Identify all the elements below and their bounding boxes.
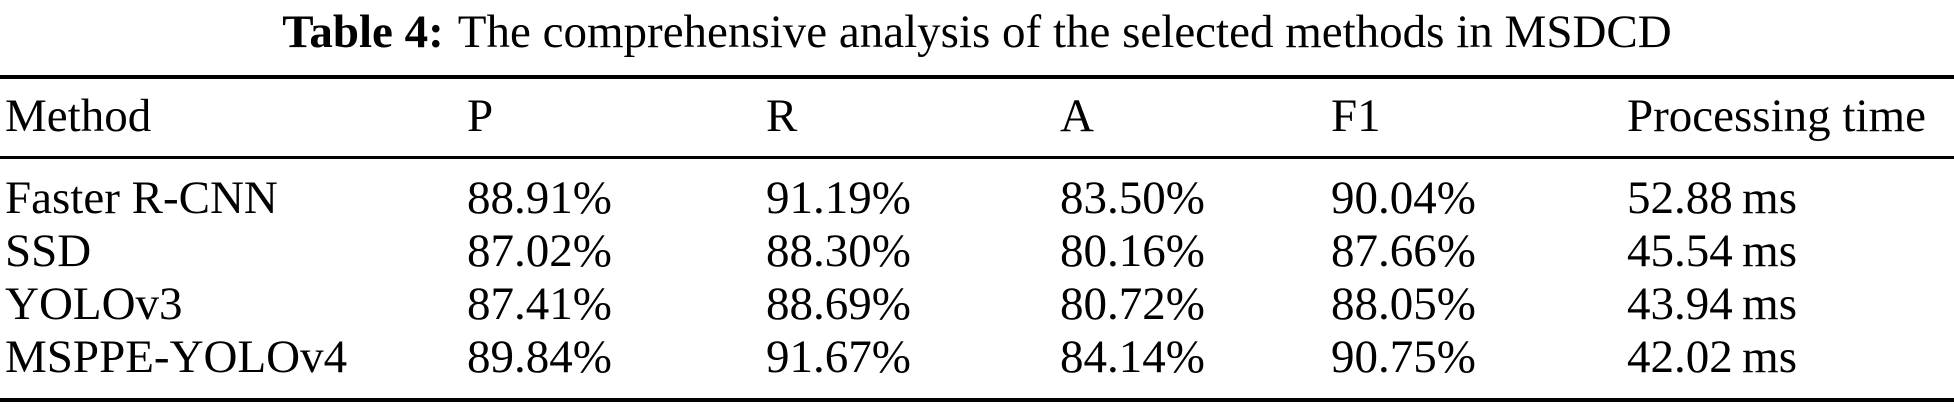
header-row: Method P R A F1 Processing time xyxy=(0,77,1954,159)
cell-precision: 87.02% xyxy=(467,225,612,277)
table-row: Faster R-CNN 88.91% 91.19% 83.50% 90.04%… xyxy=(0,158,1954,226)
cell-accuracy: 80.16% xyxy=(1060,225,1205,277)
cell-method: MSPPE-YOLOv4 xyxy=(5,331,348,383)
cell-f1: 88.05% xyxy=(1331,278,1476,330)
table-caption-label: Table 4: xyxy=(282,6,444,58)
cell-precision: 87.41% xyxy=(467,278,612,330)
table-body: Faster R-CNN 88.91% 91.19% 83.50% 90.04%… xyxy=(0,158,1954,401)
cell-method: SSD xyxy=(5,225,92,277)
column-header-accuracy: A xyxy=(1060,77,1331,159)
cell-precision: 88.91% xyxy=(467,172,612,224)
cell-f1: 90.75% xyxy=(1331,331,1476,383)
cell-method: YOLOv3 xyxy=(5,278,183,330)
cell-accuracy: 80.72% xyxy=(1060,278,1205,330)
table-caption-text: The comprehensive analysis of the select… xyxy=(457,6,1672,58)
column-header-precision: P xyxy=(467,77,766,159)
cell-recall: 88.30% xyxy=(766,225,911,277)
column-header-f1: F1 xyxy=(1331,77,1627,159)
cell-precision: 89.84% xyxy=(467,331,612,383)
cell-f1: 90.04% xyxy=(1331,172,1476,224)
cell-f1: 87.66% xyxy=(1331,225,1476,277)
cell-processing-time: 43.94 ms xyxy=(1627,278,1798,330)
cell-recall: 91.19% xyxy=(766,172,911,224)
cell-recall: 91.67% xyxy=(766,331,911,383)
column-header-processing-time: Processing time xyxy=(1627,77,1954,159)
cell-processing-time: 52.88 ms xyxy=(1627,172,1798,224)
cell-recall: 88.69% xyxy=(766,278,911,330)
cell-processing-time: 42.02 ms xyxy=(1627,331,1798,383)
column-header-recall: R xyxy=(766,77,1060,159)
results-table: Method P R A F1 Processing time Faster R… xyxy=(0,75,1954,402)
table-row: YOLOv3 87.41% 88.69% 80.72% 88.05% 43.94… xyxy=(0,278,1954,331)
table-row: MSPPE-YOLOv4 89.84% 91.67% 84.14% 90.75%… xyxy=(0,331,1954,400)
table-caption: Table 4: The comprehensive analysis of th… xyxy=(0,0,1954,75)
table-row: SSD 87.02% 88.30% 80.16% 87.66% 45.54 ms xyxy=(0,225,1954,278)
cell-accuracy: 83.50% xyxy=(1060,172,1205,224)
cell-method: Faster R-CNN xyxy=(5,172,278,224)
cell-accuracy: 84.14% xyxy=(1060,331,1205,383)
column-header-method: Method xyxy=(0,77,467,159)
cell-processing-time: 45.54 ms xyxy=(1627,225,1798,277)
table-header: Method P R A F1 Processing time xyxy=(0,77,1954,159)
